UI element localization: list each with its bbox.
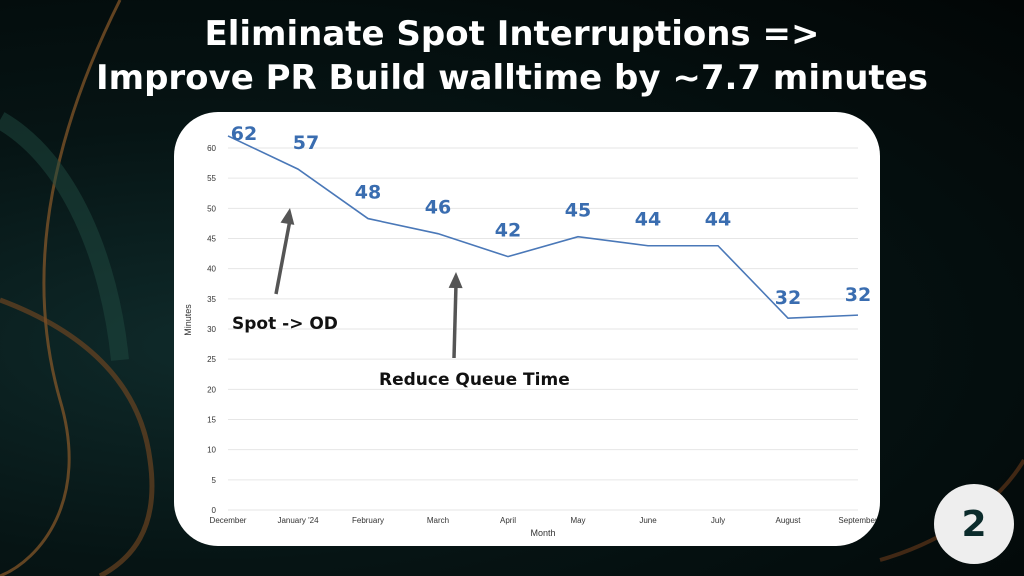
x-tick-label: September xyxy=(838,516,877,525)
x-tick-label: January '24 xyxy=(277,516,319,525)
line-chart: 0 5 10 15 20 25 30 35 40 45 50 55 60 December January… xyxy=(183,123,878,538)
x-tick-label: April xyxy=(500,516,516,525)
x-tick-label: August xyxy=(776,516,802,525)
y-tick-label: 0 xyxy=(212,506,217,515)
data-label: 32 xyxy=(845,284,871,306)
data-label: 44 xyxy=(635,209,661,231)
page-number-badge: 2 xyxy=(934,484,1014,564)
annotations: Spot -> OD Reduce Queue Time xyxy=(232,314,570,390)
data-label: 48 xyxy=(355,182,381,204)
y-tick-label: 5 xyxy=(212,476,217,485)
annotation-arrow-head xyxy=(448,272,463,289)
data-labels: 62 57 48 46 42 45 44 44 32 32 xyxy=(231,123,871,309)
chart-card: 0 5 10 15 20 25 30 35 40 45 50 55 60 December January… xyxy=(174,112,880,546)
y-tick-label: 10 xyxy=(207,446,216,455)
x-tick-label: July xyxy=(711,516,725,525)
y-axis-ticks: 0 5 10 15 20 25 30 35 40 45 50 55 60 xyxy=(207,144,216,515)
y-tick-label: 15 xyxy=(207,416,216,425)
y-tick-label: 45 xyxy=(207,235,216,244)
data-label: 32 xyxy=(775,287,801,309)
series-line xyxy=(227,135,859,319)
x-tick-label: May xyxy=(570,516,585,525)
x-tick-label: March xyxy=(427,516,449,525)
x-tick-label: June xyxy=(639,516,657,525)
annotation-label: Spot -> OD xyxy=(232,314,338,334)
x-axis-ticks: December January '24 February March April May… xyxy=(210,516,878,525)
y-tick-label: 60 xyxy=(207,144,216,153)
data-label: 45 xyxy=(565,200,591,222)
y-tick-label: 55 xyxy=(207,174,216,183)
y-tick-label: 30 xyxy=(207,325,216,334)
y-tick-label: 35 xyxy=(207,295,216,304)
data-label: 57 xyxy=(293,132,319,154)
annotation-arrows xyxy=(274,208,463,359)
data-label: 46 xyxy=(425,197,451,219)
data-label: 44 xyxy=(705,209,731,231)
annotation-arrow-head xyxy=(280,208,295,225)
annotation-label: Reduce Queue Time xyxy=(379,370,570,390)
slide-title-line-2: Improve PR Build walltime by ~7.7 minute… xyxy=(96,58,928,98)
x-tick-label: February xyxy=(352,516,384,525)
annotation-arrow-shaft xyxy=(452,283,458,359)
y-tick-label: 40 xyxy=(207,265,216,274)
y-axis-label: Minutes xyxy=(183,304,193,336)
slide-title-line-1: Eliminate Spot Interruptions => xyxy=(204,14,820,54)
annotation-arrow-shaft xyxy=(274,219,292,295)
data-label: 62 xyxy=(231,123,257,145)
x-axis-label: Month xyxy=(530,528,555,538)
x-tick-label: December xyxy=(210,516,247,525)
data-label: 42 xyxy=(495,220,521,242)
y-tick-label: 20 xyxy=(207,385,216,394)
y-tick-label: 25 xyxy=(207,355,216,364)
gridlines xyxy=(228,147,858,511)
y-tick-label: 50 xyxy=(207,204,216,213)
